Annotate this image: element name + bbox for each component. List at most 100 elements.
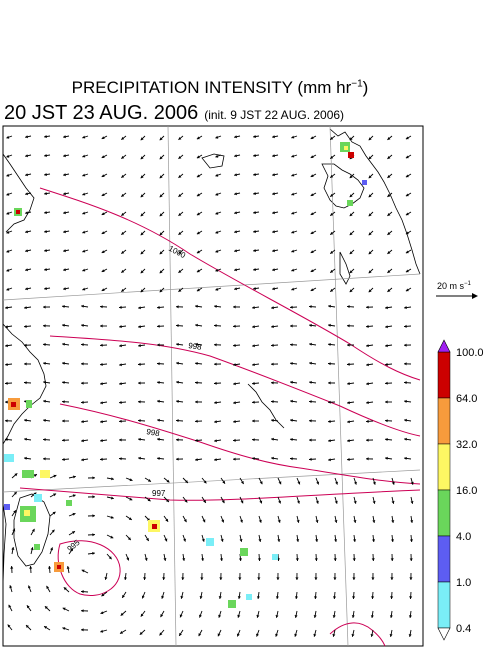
- wind-arrow-head: [101, 193, 105, 196]
- wind-arrow-head: [271, 343, 274, 347]
- time-line: 20 JST 23 AUG. 2006 (init. 9 JST 22 AUG. …: [4, 102, 344, 125]
- wind-arrow-head: [310, 193, 314, 196]
- wind-arrow-head: [63, 135, 66, 139]
- wind-arrow-head: [271, 362, 274, 366]
- wind-arrow-head: [63, 587, 67, 591]
- wind-arrow-head: [310, 231, 314, 234]
- wind-arrow-head: [24, 343, 27, 347]
- precip-cell: [347, 200, 353, 206]
- wind-arrow-head: [140, 251, 144, 255]
- wind-arrow-head: [290, 305, 293, 309]
- wind-arrow-head: [253, 192, 256, 196]
- wind-arrow-head: [63, 211, 66, 215]
- color-scale-label: 32.0: [456, 439, 477, 451]
- wind-arrow-head: [349, 232, 353, 236]
- wind-arrow-head: [159, 175, 163, 179]
- wind-arrow-head: [291, 230, 295, 234]
- wind-arrow-head: [101, 231, 105, 234]
- color-scale-label: 100.0: [456, 347, 484, 359]
- wind-arrow-head: [51, 529, 55, 533]
- wind-arrow-head: [275, 615, 279, 618]
- wind-arrow-head: [5, 325, 8, 329]
- wind-arrow-head: [72, 531, 75, 534]
- wind-arrow-head: [81, 439, 84, 443]
- wind-arrow-head: [352, 558, 356, 561]
- wind-arrow-head: [409, 539, 413, 542]
- wind-arrow-head: [309, 400, 312, 404]
- wind-arrow-head: [203, 499, 206, 503]
- wind-arrow-head: [405, 288, 409, 292]
- precip-cell: [16, 210, 20, 214]
- wind-arrow-head: [159, 137, 163, 141]
- wind-arrow-head: [199, 596, 203, 599]
- wind-arrow-head: [234, 249, 237, 253]
- wind-arrow-head: [240, 519, 243, 523]
- wind-arrow-head: [5, 306, 8, 310]
- wind-arrow-head: [6, 154, 10, 158]
- wind-arrow-head: [140, 156, 144, 160]
- wind-arrow-head: [241, 481, 244, 484]
- wind-arrow-head: [29, 566, 33, 569]
- wind-arrow-head: [26, 625, 29, 628]
- isobar-south: [329, 622, 386, 647]
- wind-arrow-head: [24, 324, 27, 328]
- wind-arrow-head: [215, 287, 219, 291]
- wind-arrow-head: [290, 343, 293, 347]
- wind-arrow-head: [140, 270, 144, 274]
- precip-cell: [57, 565, 61, 569]
- wind-arrow-head: [140, 213, 144, 217]
- wind-arrow-head: [368, 137, 372, 141]
- wind-arrow-head: [195, 362, 198, 365]
- wind-arrow-head: [330, 174, 334, 178]
- wind-arrow-head: [119, 400, 122, 404]
- coastlines: [2, 128, 421, 585]
- wind-arrow-head: [368, 156, 372, 160]
- wind-arrow-head: [144, 557, 148, 561]
- wind-arrow-head: [214, 304, 217, 308]
- wind-arrow-head: [31, 528, 35, 532]
- wind-arrow-head: [196, 136, 200, 140]
- wind-arrow-head: [121, 250, 125, 254]
- wind-arrow-head: [290, 418, 293, 422]
- wind-arrow-head: [215, 211, 219, 215]
- wind-arrow-head: [278, 500, 281, 504]
- wind-arrow-head: [176, 342, 179, 346]
- wind-arrow-head: [233, 324, 236, 328]
- wind-arrow-head: [121, 288, 125, 292]
- lat-lon-grid: [2, 125, 421, 647]
- wind-arrow-head: [385, 438, 388, 441]
- wind-arrow-head: [277, 539, 281, 542]
- wind-arrow-head: [332, 633, 336, 637]
- wind-arrow-head: [183, 519, 187, 523]
- wind-arrow-head: [387, 175, 391, 178]
- wind-arrow-head: [138, 381, 141, 385]
- wind-arrow-head: [385, 456, 388, 460]
- wind-arrow-head: [157, 362, 160, 366]
- wind-arrow-head: [253, 249, 256, 253]
- wind-arrow-head: [215, 173, 219, 177]
- wind-arrow-head: [404, 381, 407, 385]
- wind-arrow-head: [104, 577, 108, 580]
- wind-arrow-head: [25, 173, 28, 177]
- wind-arrow-head: [10, 566, 14, 569]
- isobar-label: 998: [146, 427, 161, 438]
- wind-arrow-head: [328, 439, 331, 443]
- color-scale-label: 1.0: [456, 577, 471, 589]
- wind-arrow-head: [81, 569, 85, 573]
- wind-arrow-head: [410, 481, 414, 485]
- wind-arrow-head: [272, 154, 275, 158]
- wind-arrow-head: [368, 232, 372, 236]
- wind-arrow-head: [347, 305, 350, 309]
- wind-arrow-head: [405, 269, 409, 273]
- wind-arrow-head: [272, 268, 275, 272]
- wind-arrow-head: [257, 558, 261, 561]
- wind-arrow-head: [222, 480, 225, 484]
- lat-line-20: [2, 469, 421, 493]
- wind-arrow-head: [140, 175, 144, 179]
- isobar-998b: [59, 403, 421, 485]
- wind-arrow-head: [349, 251, 353, 255]
- wind-arrow-head: [163, 558, 167, 561]
- wind-arrow-head: [176, 324, 179, 328]
- wind-arrow-head: [119, 325, 122, 329]
- wind-arrow-head: [30, 547, 34, 551]
